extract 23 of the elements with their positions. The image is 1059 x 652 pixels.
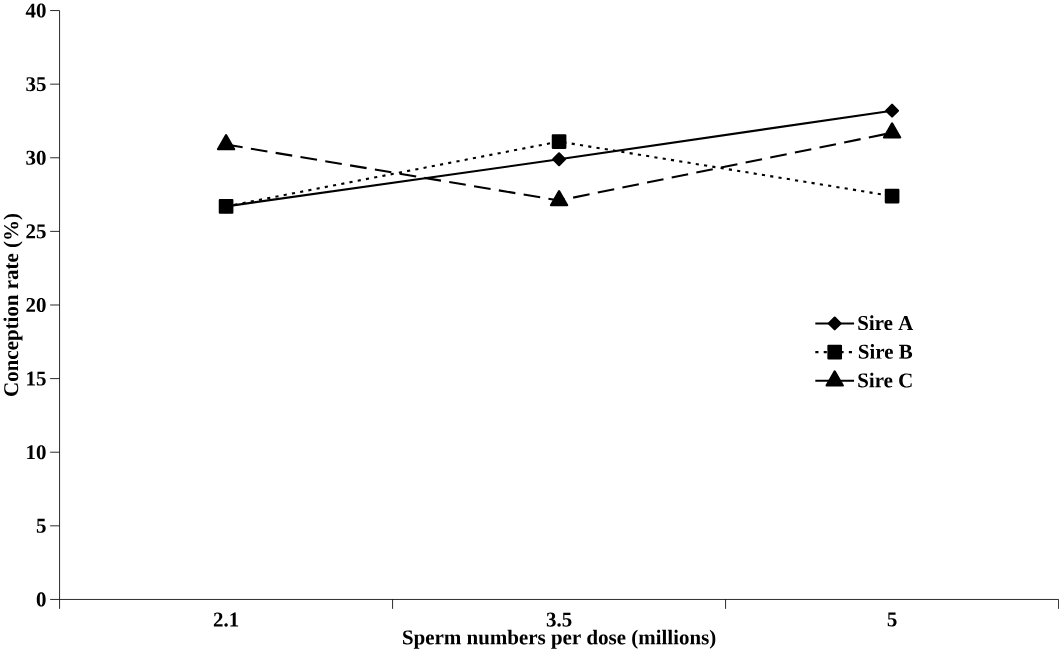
legend-label: Sire C [858,372,912,388]
legend-label: Sire A [858,315,914,330]
y-tick-label: 35 [26,77,46,92]
y-tick-label: 30 [26,150,46,165]
point [551,134,567,149]
point [884,188,900,204]
x-tick-label: 3.5 [546,612,572,627]
x-tick-label: 2.1 [213,612,239,627]
point [885,103,900,118]
point [552,152,567,167]
x-axis-title: Sperm numbers per dose (millions) [403,629,716,649]
y-tick-label: 5 [36,518,46,533]
y-tick-label: 40 [25,3,46,18]
y-tick-label: 10 [27,445,46,460]
y-tick-label: 20 [26,297,46,312]
legend-label: Sire B [858,343,913,359]
y-tick-label: 25 [26,224,46,239]
x-tick-label: 5 [887,612,897,627]
y-tick-label: 15 [27,371,46,386]
point [882,122,902,139]
point [216,133,236,151]
y-axis-title: Conception rate (%) [3,213,23,396]
y-tick-label: 0 [36,592,46,607]
